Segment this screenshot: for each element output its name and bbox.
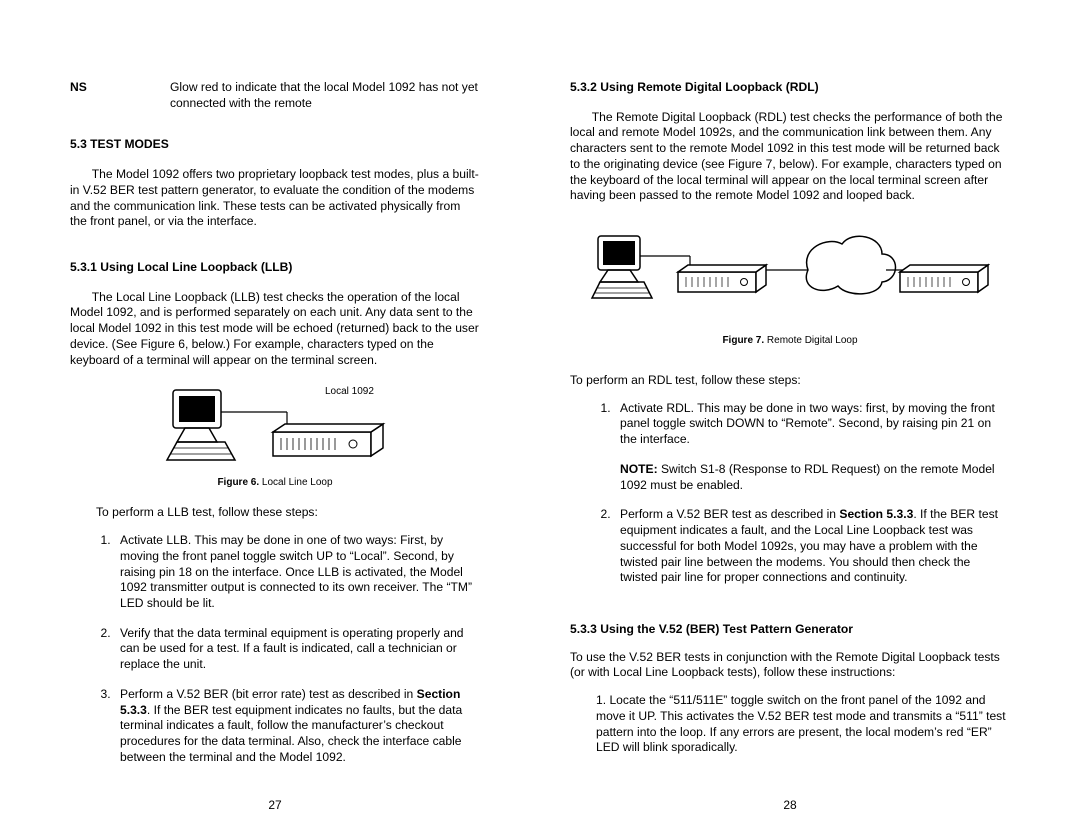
ns-row: NS Glow red to indicate that the local M…: [70, 80, 480, 111]
rdl-step-2: Perform a V.52 BER test as described in …: [614, 507, 1010, 586]
ns-label: NS: [70, 80, 170, 111]
figure-7: [570, 230, 1010, 330]
rdl-note: NOTE: Switch S1-8 (Response to RDL Reque…: [620, 462, 1010, 493]
figure-6-caption-b: Figure 6.: [217, 477, 259, 488]
llb-step-1: Activate LLB. This may be done in one of…: [114, 533, 480, 612]
figure-7-caption-t: Remote Digital Loop: [764, 335, 857, 346]
perform-rdl-intro: To perform an RDL test, follow these ste…: [570, 373, 1010, 389]
figure-7-caption-b: Figure 7.: [722, 335, 764, 346]
llb-step-2: Verify that the data terminal equipment …: [114, 626, 480, 673]
figure-6-caption-t: Local Line Loop: [259, 477, 332, 488]
heading-5-3: 5.3 TEST MODES: [70, 137, 480, 153]
figure-7-svg: [590, 230, 990, 330]
page-number-right: 28: [570, 788, 1010, 814]
para-5-3-2: The Remote Digital Loopback (RDL) test c…: [570, 110, 1010, 204]
page-number-left: 27: [70, 788, 480, 814]
figure-6-label: Local 1092: [325, 386, 374, 397]
page-spread: NS Glow red to indicate that the local M…: [0, 0, 1080, 834]
llb-step-3a: Perform a V.52 BER (bit error rate) test…: [120, 687, 417, 701]
para-5-3-3: To use the V.52 BER tests in conjunction…: [570, 650, 1010, 681]
para-5-3: The Model 1092 offers two proprietary lo…: [70, 167, 480, 230]
heading-5-3-2: 5.3.2 Using Remote Digital Loopback (RDL…: [570, 80, 1010, 96]
rdl-step-2b: Section 5.3.3: [839, 507, 913, 521]
llb-steps: Activate LLB. This may be done in one of…: [70, 533, 480, 779]
figure-6-svg: Local 1092: [155, 382, 395, 472]
para-5-3-1: The Local Line Loopback (LLB) test check…: [70, 290, 480, 369]
rdl-note-t: Switch S1-8 (Response to RDL Request) on…: [620, 462, 995, 492]
heading-5-3-3: 5.3.3 Using the V.52 (BER) Test Pattern …: [570, 622, 1010, 638]
figure-7-caption: Figure 7. Remote Digital Loop: [570, 334, 1010, 347]
rdl-step-1: Activate RDL. This may be done in two wa…: [614, 401, 1010, 494]
figure-6: Local 1092: [70, 382, 480, 472]
heading-5-3-1: 5.3.1 Using Local Line Loopback (LLB): [70, 260, 480, 276]
llb-step-3: Perform a V.52 BER (bit error rate) test…: [114, 687, 480, 766]
rdl-step-2a: Perform a V.52 BER test as described in: [620, 507, 839, 521]
rdl-note-b: NOTE:: [620, 462, 658, 476]
ns-text: Glow red to indicate that the local Mode…: [170, 80, 480, 111]
llb-step-3c: . If the BER test equipment indicates no…: [120, 703, 462, 764]
rdl-steps: Activate RDL. This may be done in two wa…: [570, 401, 1010, 600]
v52-step-1: 1. Locate the “511/511E” toggle switch o…: [596, 693, 1010, 756]
page-left: NS Glow red to indicate that the local M…: [70, 80, 540, 814]
figure-6-caption: Figure 6. Local Line Loop: [70, 476, 480, 489]
rdl-step-1-text: Activate RDL. This may be done in two wa…: [620, 401, 995, 446]
page-right: 5.3.2 Using Remote Digital Loopback (RDL…: [540, 80, 1010, 814]
perform-llb-intro: To perform a LLB test, follow these step…: [96, 505, 480, 521]
